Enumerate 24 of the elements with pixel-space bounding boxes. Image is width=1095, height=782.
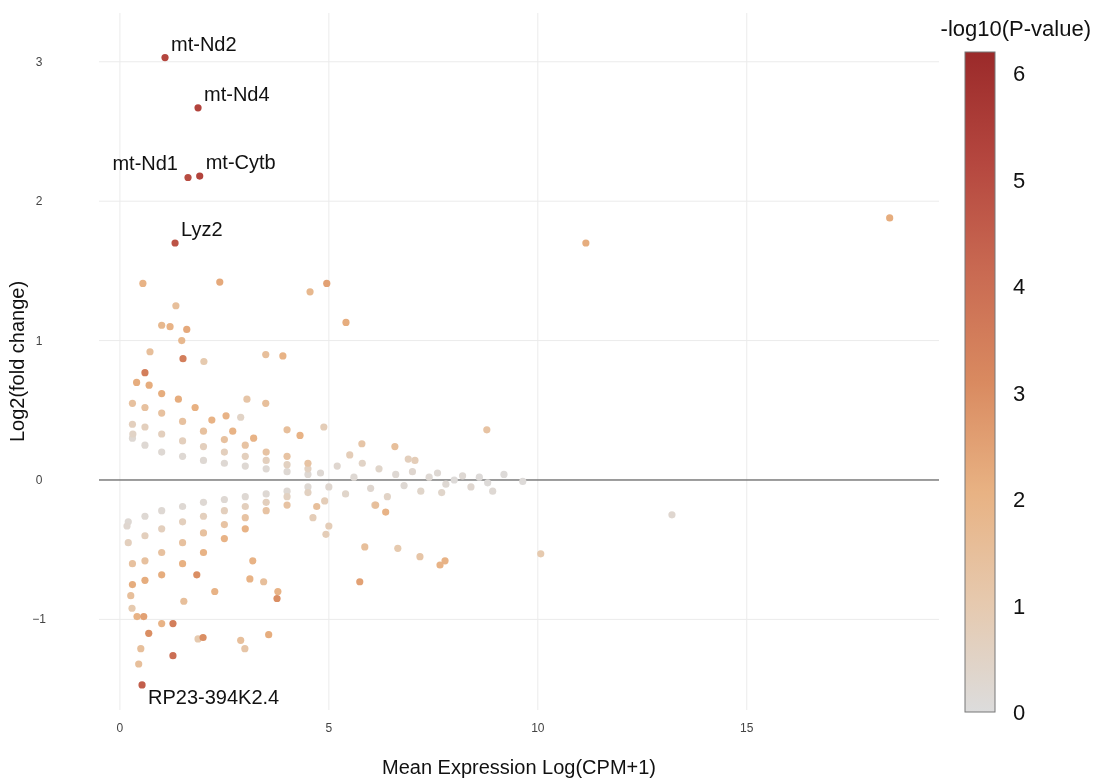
x-axis-title: Mean Expression Log(CPM+1) — [381, 756, 657, 778]
color-bar-label: 1 — [1013, 593, 1026, 619]
y-axis-title: Log2(fold change) — [6, 280, 28, 443]
color-bar-label: 3 — [1013, 380, 1026, 406]
color-bar-label: 6 — [1013, 61, 1026, 87]
annotation: mt-Nd4 — [204, 82, 270, 105]
x-tick-label: 0 — [116, 721, 124, 735]
y-tick-label: 1 — [35, 333, 43, 348]
annotation: mt-Cytb — [205, 151, 276, 174]
x-tick-label: 15 — [740, 721, 754, 735]
annotation: mt-Nd1 — [112, 152, 179, 175]
color-bar-label: 2 — [1013, 487, 1026, 513]
x-tick-label: 5 — [325, 721, 333, 735]
annotation: mt-Nd2 — [171, 32, 237, 55]
color-bar-title: -log10(P-value) — [940, 16, 1091, 41]
color-bar-label: 5 — [1013, 167, 1026, 193]
y-tick-label: 0 — [35, 472, 43, 487]
y-tick-label: 3 — [35, 54, 43, 69]
color-bar-label: 4 — [1013, 274, 1026, 300]
y-tick-label: 2 — [35, 194, 43, 209]
annotation: Lyz2 — [181, 218, 223, 241]
x-tick-label: 10 — [531, 721, 545, 735]
y-tick-label: −1 — [32, 612, 47, 627]
annotation: RP23-394K2.4 — [148, 685, 280, 708]
